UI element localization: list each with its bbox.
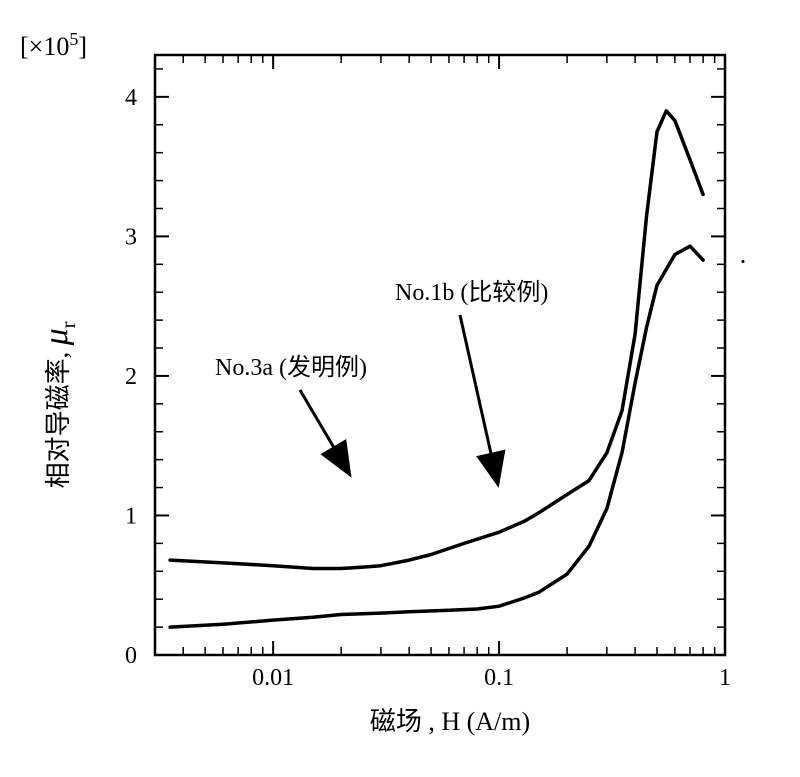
x-tick-label: 1 [719, 665, 731, 691]
series-line-No.3a [170, 111, 703, 569]
y-axis-label: 相对导磁率, μr [38, 321, 80, 488]
annotation-arrow [460, 315, 498, 485]
y-tick-label: 0 [125, 643, 137, 669]
annotation-arrow [300, 390, 350, 475]
y-tick-label: 3 [125, 224, 137, 250]
x-tick-label: 0.01 [252, 665, 294, 691]
annotation-label: No.1b (比较例) [395, 279, 548, 306]
y-tick-label: 4 [125, 85, 137, 111]
chart-svg: 0 1 2 3 4 0.01 0.1 1 No.3a (发明例) No.1b (比较例) 磁场 , … [0, 0, 800, 777]
y-axis-multiplier: [×105] [20, 29, 87, 61]
chart-container: 0 1 2 3 4 0.01 0.1 1 No.3a (发明例) No.1b (比较例) 磁场 , … [0, 0, 800, 777]
x-axis-label: 磁场 , H (A/m) [370, 707, 530, 736]
x-tick-label: 0.1 [484, 665, 514, 691]
annotation-label: No.3a (发明例) [215, 354, 367, 381]
y-tick-label: 2 [125, 364, 137, 390]
stray-dot [742, 260, 745, 263]
y-tick-label: 1 [125, 503, 137, 529]
